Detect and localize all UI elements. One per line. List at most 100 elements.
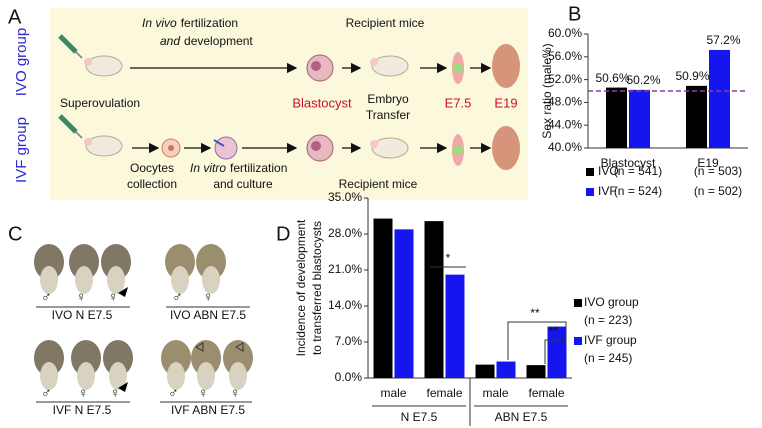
arrows xyxy=(130,62,492,154)
y-tick-label: 52.0% xyxy=(548,72,582,86)
sex-symbol: ♂ xyxy=(41,385,52,401)
step-text: and development xyxy=(160,34,253,48)
y-tick-label: 35.0% xyxy=(328,190,362,204)
y-tick-label: 28.0% xyxy=(328,226,362,240)
italic-text: and xyxy=(160,34,180,48)
value-label: 57.2% xyxy=(706,33,740,47)
arrowhead xyxy=(118,382,128,392)
embryo-image xyxy=(109,362,127,390)
caption: IVF ABN E7.5 xyxy=(171,403,245,417)
x-tick-label: Blastocyst xyxy=(601,156,656,170)
significance-label: ** xyxy=(548,324,558,338)
step-text: collection xyxy=(127,177,177,191)
text: development xyxy=(184,34,253,48)
legend-label: IVO xyxy=(598,164,619,178)
step-text: Superovulation xyxy=(60,96,140,110)
italic-text: In vitro xyxy=(190,161,226,175)
icons xyxy=(58,34,520,170)
step-text: In vivo fertilization xyxy=(142,16,238,30)
caption: IVO N E7.5 xyxy=(52,308,113,322)
bar xyxy=(547,326,567,378)
step-text: In vitro fertilization xyxy=(190,161,287,175)
embryo-image xyxy=(196,244,226,280)
y-tick-label: 48.0% xyxy=(548,95,582,109)
y-tick-label: 40.0% xyxy=(548,140,582,154)
value-label: 50.9% xyxy=(675,69,709,83)
y-tick-label: 0.0% xyxy=(335,370,363,384)
stage-label: E19 xyxy=(494,95,517,110)
arrowhead xyxy=(194,342,204,352)
sex-symbol: ♀ xyxy=(76,289,87,305)
embryo-image xyxy=(197,362,215,390)
embryo-image xyxy=(40,362,58,390)
charts: B Sex ratio (male%) 40.0% 44.0% 48.0% 52.0% 56… xyxy=(276,3,748,426)
bar xyxy=(526,365,546,378)
embryo-image xyxy=(202,266,220,294)
sex-symbol: ♂ xyxy=(168,385,179,401)
n-label: (n = 245) xyxy=(584,351,632,365)
n-label: (n = 502) xyxy=(694,184,742,198)
embryo-image xyxy=(165,244,195,280)
bar xyxy=(709,49,730,148)
embryo-image xyxy=(223,340,253,376)
legend-label: IVO group xyxy=(584,295,639,309)
legend-swatch xyxy=(586,188,594,196)
legend-swatch xyxy=(574,299,582,307)
y-tick-label: 7.0% xyxy=(335,334,363,348)
sex-symbol: ♀ xyxy=(110,385,121,401)
embryo-image xyxy=(161,340,191,376)
legend-swatch xyxy=(574,337,582,345)
panel-a: A IVO group IVF group In vivo fertilizati… xyxy=(8,6,528,200)
n-label: (n = 541) xyxy=(614,164,662,178)
x-tick-label: female xyxy=(426,386,462,400)
embryo-image xyxy=(167,362,185,390)
text: fertilization xyxy=(230,161,287,175)
value-label: 50.2% xyxy=(626,73,660,87)
y-axis-label: to transferred blastocysts xyxy=(310,221,324,355)
caption: IVO ABN E7.5 xyxy=(170,308,246,322)
caption: IVF N E7.5 xyxy=(53,403,112,417)
legend-swatch xyxy=(586,168,594,176)
arrowhead xyxy=(234,342,244,352)
embryo-image xyxy=(75,266,93,294)
row-label: IVO group xyxy=(13,28,30,96)
y-tick-label: 14.0% xyxy=(328,298,362,312)
embryo-image xyxy=(34,340,64,376)
embryo-image xyxy=(171,266,189,294)
y-tick-label: 21.0% xyxy=(328,262,362,276)
embryo-image xyxy=(107,266,125,294)
y-axis-label: Incidence of development xyxy=(294,219,308,356)
embryo-image xyxy=(71,340,101,376)
arrowhead xyxy=(118,287,128,297)
panel-label: B xyxy=(568,3,581,25)
y-tick-label: 44.0% xyxy=(548,117,582,131)
significance-bracket xyxy=(507,321,567,360)
legend-label: IVF group xyxy=(584,333,637,347)
legend-label: IVF xyxy=(598,184,617,198)
sex-symbol: ♀ xyxy=(78,385,89,401)
sex-symbol: ♀ xyxy=(198,385,209,401)
bar xyxy=(445,274,465,378)
significance-label: * xyxy=(446,251,451,265)
embryo-image xyxy=(69,244,99,280)
stage-label: E7.5 xyxy=(445,95,472,110)
step-text: Oocytes xyxy=(130,161,174,175)
group-label: ABN E7.5 xyxy=(495,410,548,424)
significance-label: ** xyxy=(530,306,540,320)
bar xyxy=(475,364,495,378)
n-label: (n = 223) xyxy=(584,313,632,327)
x-tick-label: E19 xyxy=(697,156,719,170)
embryo-image xyxy=(77,362,95,390)
step-text: Embryo xyxy=(367,92,409,106)
embryo-image xyxy=(229,362,247,390)
sex-symbol: ♀ xyxy=(230,385,241,401)
step-text: and culture xyxy=(213,177,273,191)
panel-background xyxy=(50,8,528,200)
significance-bracket xyxy=(544,339,566,364)
y-axis-label: Sex ratio (male%) xyxy=(540,43,554,138)
n-label: (n = 503) xyxy=(694,164,742,178)
bar xyxy=(629,89,650,148)
bar xyxy=(394,229,414,378)
